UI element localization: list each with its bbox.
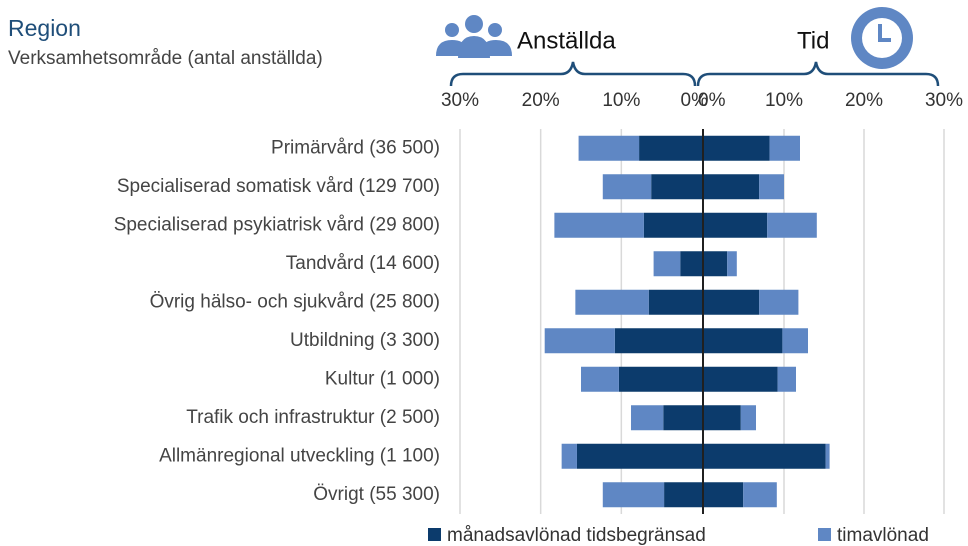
bar xyxy=(618,366,702,392)
bar xyxy=(561,443,577,469)
bar xyxy=(777,366,796,392)
x-tick-label: 10% xyxy=(765,90,803,111)
bar xyxy=(651,174,702,200)
clock-icon xyxy=(851,7,913,69)
panel-title: Anställda xyxy=(517,27,616,54)
bar xyxy=(704,174,760,200)
x-tick-label: 0% xyxy=(698,90,726,111)
people-icon xyxy=(436,15,512,58)
bar xyxy=(704,212,768,238)
panel-title: Tid xyxy=(797,27,829,54)
bar xyxy=(825,443,830,469)
category-label: Primärvård (36 500) xyxy=(271,137,440,158)
category-label: Utbildning (3 300) xyxy=(290,330,440,351)
bar xyxy=(680,251,702,277)
bar xyxy=(704,328,783,354)
legend-label: månadsavlönad tidsbegränsad xyxy=(447,525,706,546)
category-label: Övrig hälso- och sjukvård (25 800) xyxy=(150,291,440,312)
legend-swatch xyxy=(818,528,831,541)
chart-subtitle: Verksamhetsområde (antal anställda) xyxy=(8,48,323,69)
bar xyxy=(782,328,808,354)
bar xyxy=(602,482,665,508)
bar xyxy=(727,251,737,277)
bar xyxy=(759,174,784,200)
category-label: Övrigt (55 300) xyxy=(313,484,440,505)
category-label: Specialiserad psykiatrisk vård (29 800) xyxy=(114,214,440,235)
bar xyxy=(653,251,681,277)
bar xyxy=(602,174,652,200)
bar xyxy=(704,366,778,392)
chart-title: Region xyxy=(8,15,81,41)
brace xyxy=(449,61,697,87)
bar xyxy=(767,212,817,238)
bar xyxy=(704,443,826,469)
bar xyxy=(639,135,702,161)
legend-swatch xyxy=(428,528,441,541)
x-tick-label: 10% xyxy=(602,90,640,111)
bar xyxy=(554,212,644,238)
bar xyxy=(648,289,702,315)
bar xyxy=(663,405,702,431)
bar xyxy=(743,482,777,508)
bar xyxy=(576,443,702,469)
bar xyxy=(704,251,728,277)
category-label: Kultur (1 000) xyxy=(325,368,440,389)
category-label: Allmänregional utveckling (1 100) xyxy=(159,445,440,466)
bar xyxy=(614,328,702,354)
brace xyxy=(696,61,940,87)
bar xyxy=(704,135,770,161)
x-tick-label: 30% xyxy=(441,90,479,111)
x-tick-label: 30% xyxy=(925,90,963,111)
x-tick-label: 0% xyxy=(681,90,709,111)
category-label: Trafik och infrastruktur (2 500) xyxy=(186,407,440,428)
bar xyxy=(704,405,741,431)
bar xyxy=(704,482,744,508)
x-tick-label: 20% xyxy=(522,90,560,111)
bar xyxy=(704,289,760,315)
x-tick-label: 20% xyxy=(845,90,883,111)
bar xyxy=(664,482,702,508)
legend-label: timavlönad xyxy=(837,525,929,546)
bar xyxy=(575,289,649,315)
category-label: Tandvård (14 600) xyxy=(286,253,440,274)
bar xyxy=(544,328,615,354)
category-label: Specialiserad somatisk vård (129 700) xyxy=(117,176,440,197)
bar xyxy=(740,405,756,431)
bar xyxy=(581,366,619,392)
bar xyxy=(759,289,799,315)
bar xyxy=(578,135,640,161)
bar xyxy=(643,212,702,238)
bar xyxy=(631,405,664,431)
bar xyxy=(769,135,800,161)
